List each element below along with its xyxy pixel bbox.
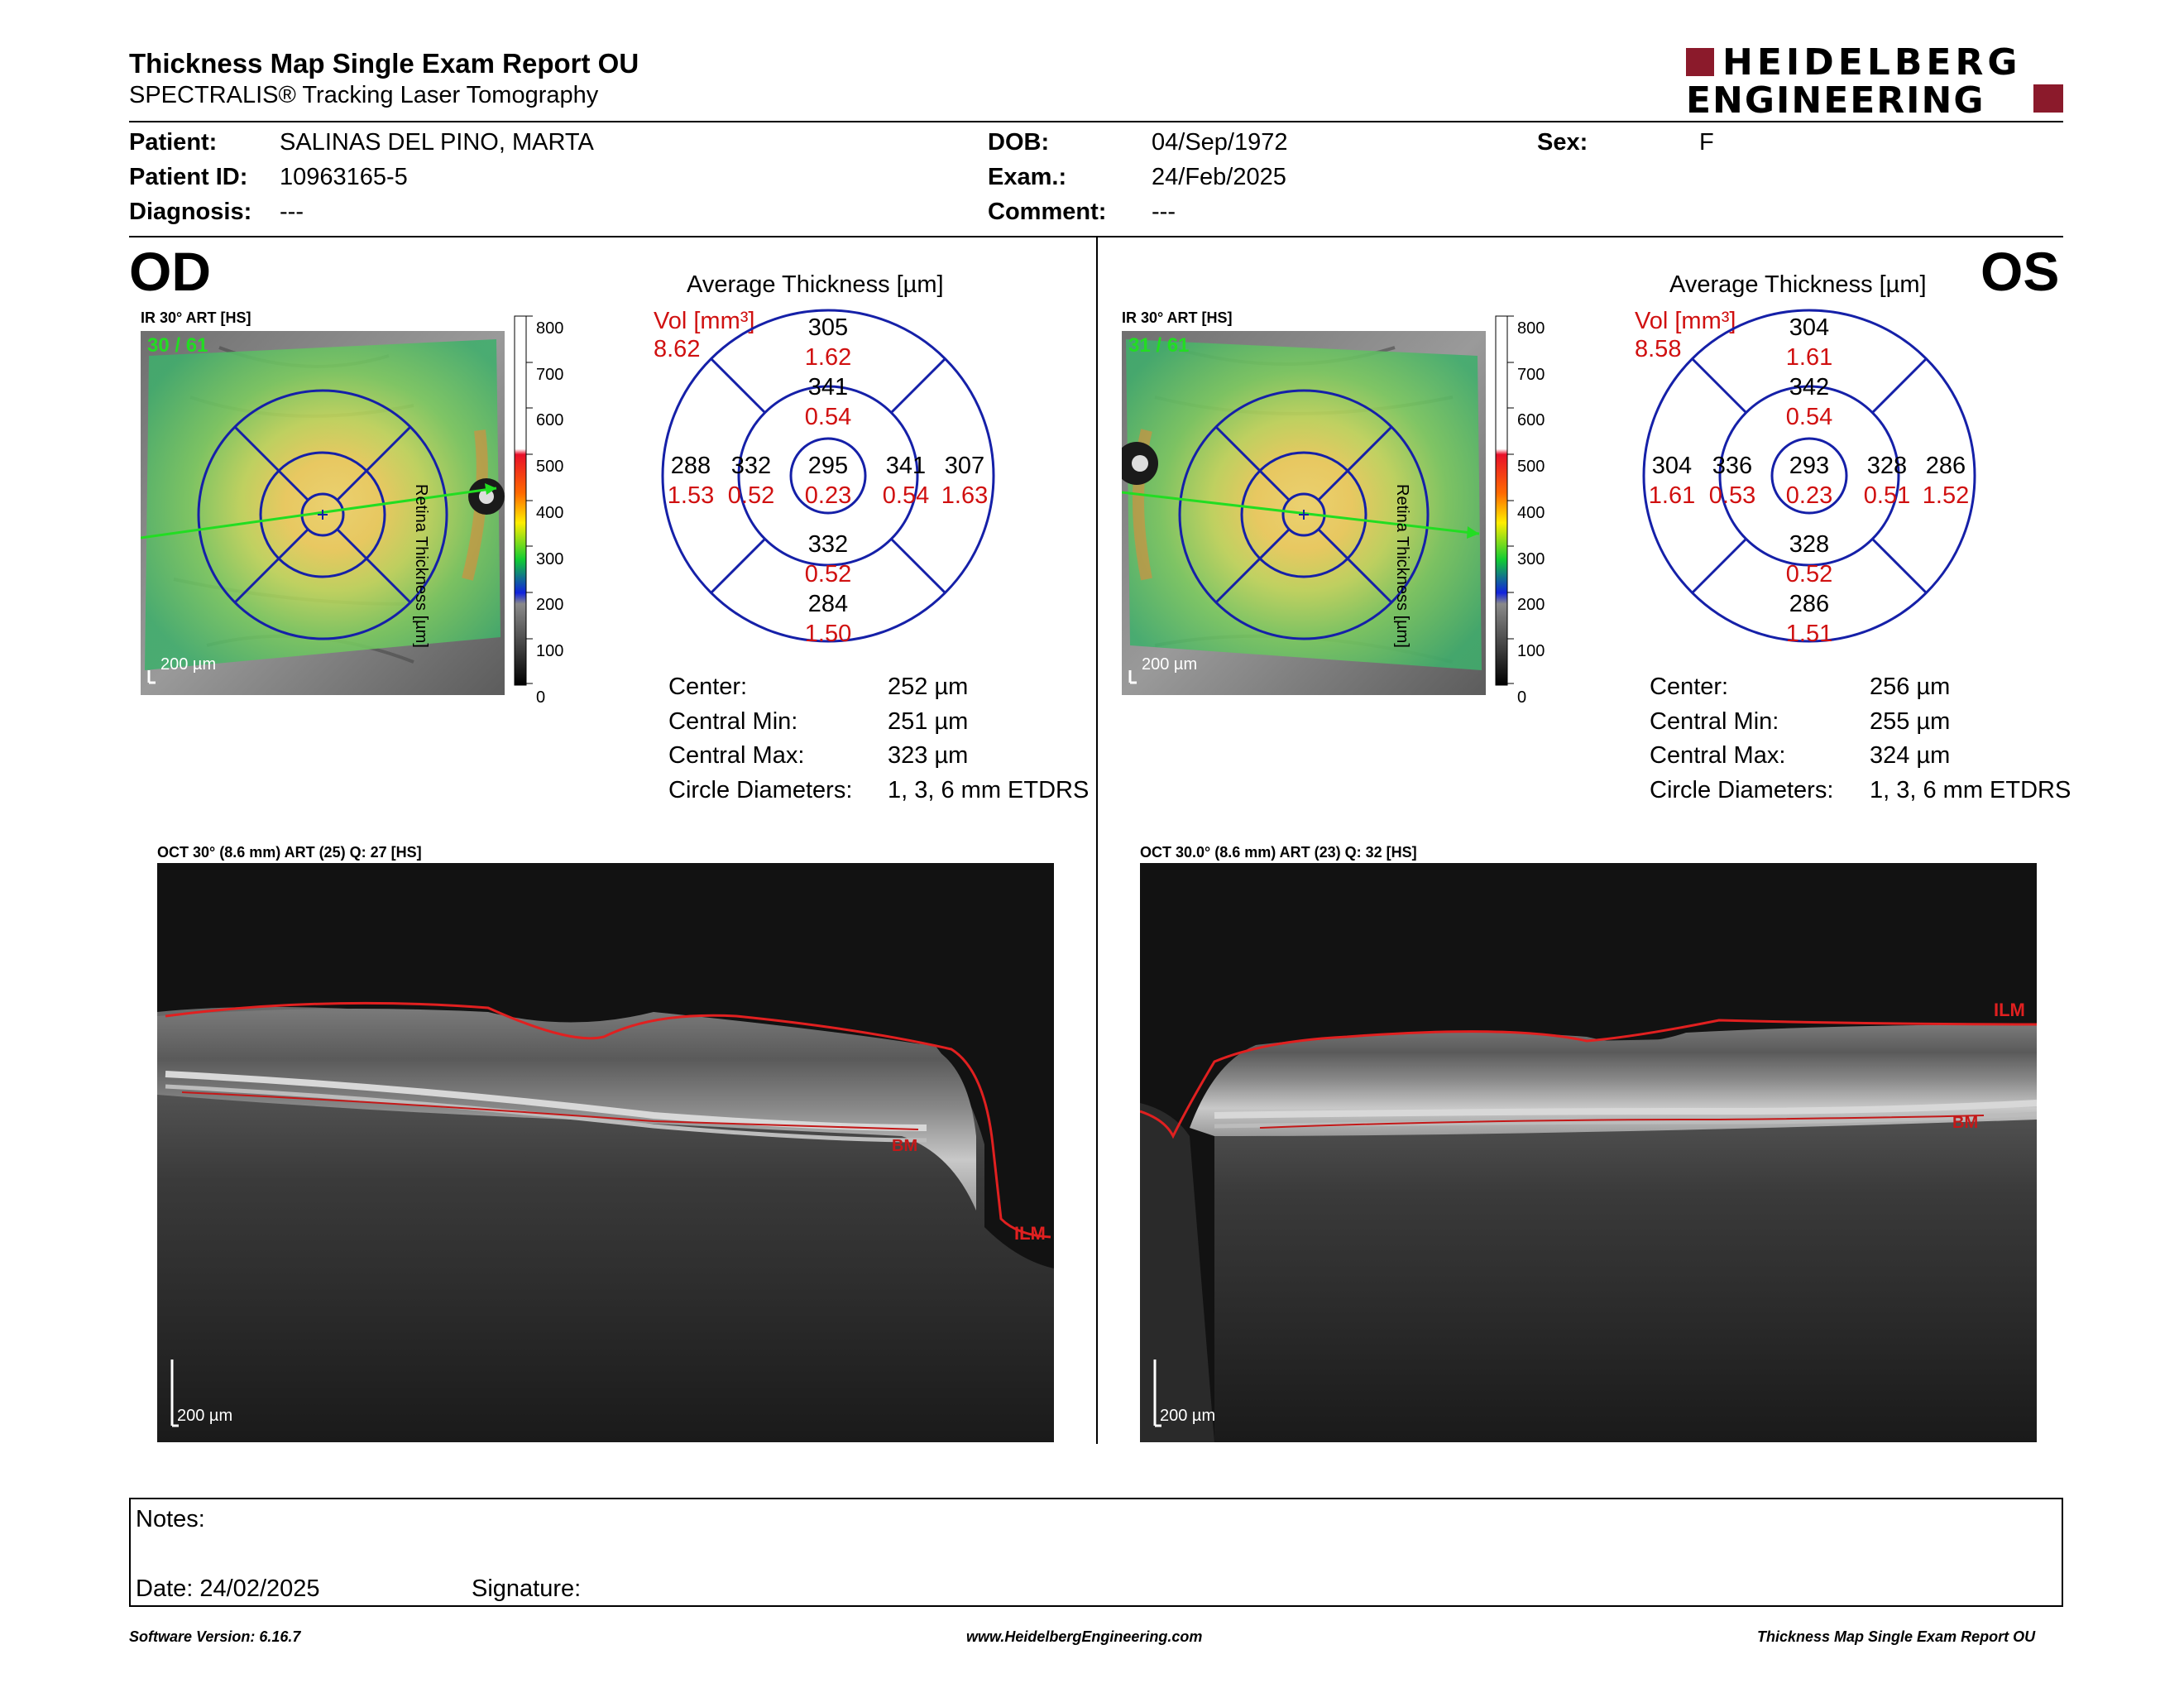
exam-label: Exam.: xyxy=(988,164,1067,190)
od-outer-left: 288 1.53 xyxy=(667,453,715,509)
patient-id-value: 10963165-5 xyxy=(280,164,408,190)
os-inner-right: 328 0.51 xyxy=(1863,453,1911,509)
report-title: Thickness Map Single Exam Report OU xyxy=(129,48,639,79)
exam-value: 24/Feb/2025 xyxy=(1152,164,1286,190)
od-ir-caption: IR 30° ART [HS] xyxy=(141,309,251,326)
os-vol-value: 8.58 xyxy=(1635,336,1682,362)
patient-label: Patient: xyxy=(129,129,218,156)
os-oct-caption: OCT 30.0° (8.6 mm) ART (23) Q: 32 [HS] xyxy=(1140,844,1417,861)
logo-line1: HEIDELBERG xyxy=(1722,41,2022,84)
od-label: OD xyxy=(129,241,211,302)
os-colorbar xyxy=(1495,315,1514,686)
logo-line2: ENGINEERING xyxy=(1686,79,1985,122)
patient-id-label: Patient ID: xyxy=(129,164,248,190)
od-stats-values: 252 µm 251 µm 323 µm 1, 3, 6 mm ETDRS xyxy=(888,674,1090,803)
os-center: 293 0.23 xyxy=(1785,453,1833,509)
od-ir-scale: 200 µm xyxy=(160,655,217,674)
os-thickness-map xyxy=(1122,331,1486,695)
diagnosis-label: Diagnosis: xyxy=(129,199,252,225)
od-center: 295 0.23 xyxy=(804,453,852,509)
os-oct-scale: 200 µm xyxy=(1160,1407,1216,1425)
os-colorbar-ticks: 800 700 600 500 400 300 200 100 0 xyxy=(1517,319,1545,707)
os-outer-superior: 304 1.61 xyxy=(1785,314,1833,371)
heidelberg-logo: HEIDELBERG ENGINEERING xyxy=(1686,41,2067,122)
od-inner-inferior: 332 0.52 xyxy=(804,531,852,587)
os-outer-right: 286 1.52 xyxy=(1922,453,1970,509)
eye-divider xyxy=(1096,237,1098,1444)
od-outer-superior: 305 1.62 xyxy=(804,314,852,371)
od-etdrs-grid xyxy=(661,309,995,643)
sex-label: Sex: xyxy=(1537,129,1588,156)
sex-value: F xyxy=(1699,129,1714,156)
od-oct-scale: 200 µm xyxy=(177,1407,233,1425)
od-avg-title: Average Thickness [µm] xyxy=(687,271,944,298)
od-ilm-label: ILM xyxy=(1014,1223,1046,1244)
website-link[interactable]: www.HeidelbergEngineering.com xyxy=(966,1628,1203,1645)
date-label: Date: 24/02/2025 xyxy=(136,1575,320,1602)
od-colorbar xyxy=(514,315,533,686)
os-inner-superior: 342 0.54 xyxy=(1785,374,1833,430)
od-outer-inferior: 284 1.50 xyxy=(804,591,852,647)
os-etdrs-grid xyxy=(1642,309,1976,643)
dob-value: 04/Sep/1972 xyxy=(1152,129,1288,156)
od-oct-caption: OCT 30° (8.6 mm) ART (25) Q: 27 [HS] xyxy=(157,844,422,861)
od-colorbar-ticks: 800 700 600 500 400 300 200 100 0 xyxy=(536,319,564,707)
os-oct-bscan xyxy=(1140,863,2037,1442)
diagnosis-value: --- xyxy=(280,199,304,225)
os-stats-values: 256 µm 255 µm 324 µm 1, 3, 6 mm ETDRS xyxy=(1870,674,2071,803)
os-outer-inferior: 286 1.51 xyxy=(1785,591,1833,647)
od-vol-label: Vol [mm³] xyxy=(654,308,755,334)
os-colorbar-label: Retina Thickness [µm] xyxy=(1393,484,1411,648)
os-label: OS xyxy=(1980,241,2060,302)
comment-value: --- xyxy=(1152,199,1176,225)
od-stats-labels: Center: Central Min: Central Max: Circle D… xyxy=(668,674,853,803)
od-outer-right: 307 1.63 xyxy=(941,453,989,509)
os-bm-label: BM xyxy=(1952,1114,1979,1132)
os-stats-labels: Center: Central Min: Central Max: Circle D… xyxy=(1650,674,1834,803)
os-avg-title: Average Thickness [µm] xyxy=(1669,271,1927,298)
dob-label: DOB: xyxy=(988,129,1050,156)
patient-value: SALINAS DEL PINO, MARTA xyxy=(280,129,594,156)
os-ir-scale: 200 µm xyxy=(1142,655,1198,674)
notes-label: Notes: xyxy=(136,1506,205,1532)
os-ir-caption: IR 30° ART [HS] xyxy=(1122,309,1233,326)
od-inner-left: 332 0.52 xyxy=(727,453,775,509)
od-bm-label: BM xyxy=(892,1137,918,1155)
signature-label: Signature: xyxy=(472,1575,582,1602)
os-outer-left: 304 1.61 xyxy=(1648,453,1696,509)
os-inner-left: 336 0.53 xyxy=(1708,453,1756,509)
od-colorbar-label: Retina Thickness [µm] xyxy=(412,484,430,648)
od-oct-bscan xyxy=(157,863,1054,1442)
footer-report-name: Thickness Map Single Exam Report OU xyxy=(1757,1628,2036,1645)
comment-label: Comment: xyxy=(988,199,1107,225)
os-inner-inferior: 328 0.52 xyxy=(1785,531,1833,587)
os-vol-label: Vol [mm³] xyxy=(1635,308,1736,334)
od-thickness-map xyxy=(141,331,505,695)
od-frames: 30 / 61 xyxy=(147,334,208,357)
os-ilm-label: ILM xyxy=(1994,1000,2025,1020)
report-subtitle: SPECTRALIS® Tracking Laser Tomography xyxy=(129,82,599,108)
notes-box[interactable]: Notes: Date: 24/02/2025 Signature: xyxy=(129,1498,2063,1607)
od-inner-right: 341 0.54 xyxy=(882,453,930,509)
od-vol-value: 8.62 xyxy=(654,336,701,362)
os-frames: 31 / 61 xyxy=(1128,334,1190,357)
software-version: Software Version: 6.16.7 xyxy=(129,1628,301,1645)
od-inner-superior: 341 0.54 xyxy=(804,374,852,430)
